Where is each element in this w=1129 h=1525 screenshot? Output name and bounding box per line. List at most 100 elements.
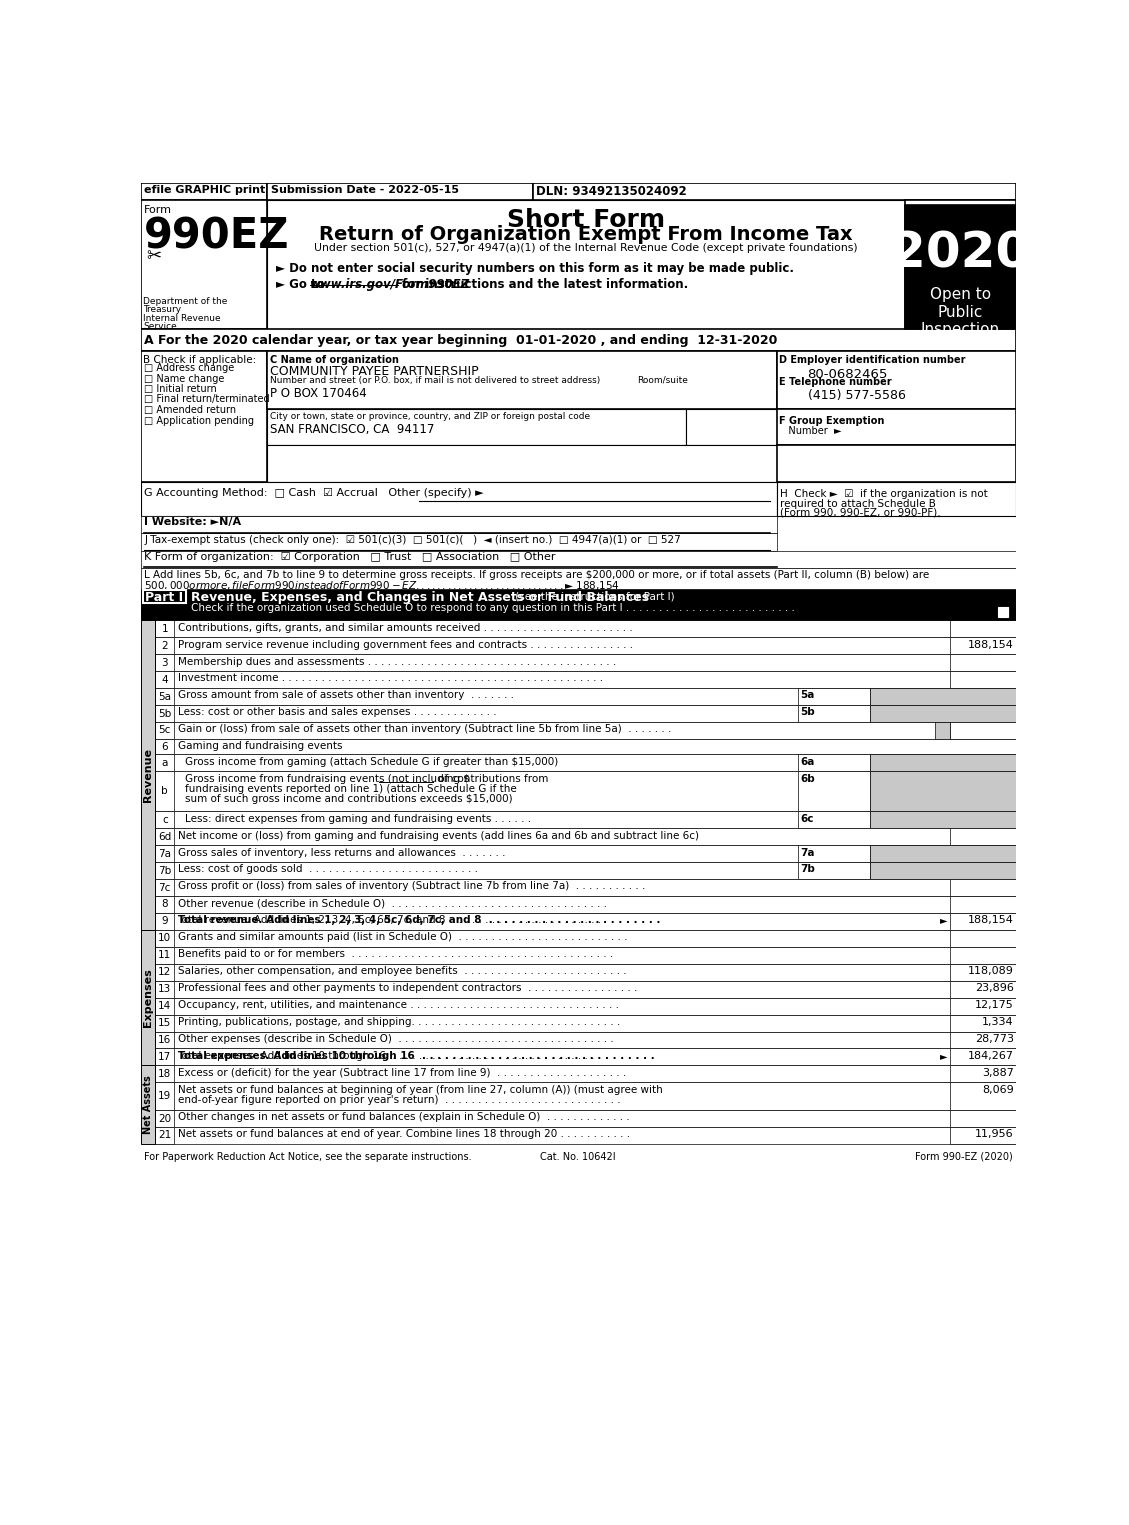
Bar (155, 1049, 175, 1066)
Text: City or town, state or province, country, and ZIP or foreign postal code: City or town, state or province, country… (270, 412, 589, 421)
Text: 20: 20 (158, 1113, 172, 1124)
Bar (998, 607, 1007, 616)
Text: 6c: 6c (800, 814, 814, 824)
Text: □ Address change: □ Address change (145, 363, 235, 374)
Bar (155, 828, 175, 845)
Text: □ Application pending: □ Application pending (145, 415, 254, 425)
Bar (155, 671, 1016, 688)
Bar (155, 862, 1016, 878)
Text: Net assets or fund balances at beginning of year (from line 27, column (A)) (mus: Net assets or fund balances at beginning… (177, 1084, 663, 1095)
Text: Under section 501(c), 527, or 4947(a)(1) of the Internal Revenue Code (except pr: Under section 501(c), 527, or 4947(a)(1)… (314, 242, 858, 253)
Bar (268, 351, 777, 409)
Bar (155, 981, 1016, 997)
Bar (141, 551, 1016, 567)
Text: Cat. No. 10642I: Cat. No. 10642I (541, 1151, 616, 1162)
Text: H  Check ►  ☑  if the organization is not: H Check ► ☑ if the organization is not (780, 488, 988, 499)
Bar (155, 740, 1016, 755)
Text: 8,069: 8,069 (982, 1084, 1014, 1095)
Bar (533, 183, 1016, 200)
Bar (155, 878, 175, 897)
Text: 188,154: 188,154 (968, 639, 1014, 650)
Bar (155, 913, 175, 930)
Text: Open to
Public
Inspection: Open to Public Inspection (921, 287, 1000, 337)
Bar (869, 772, 1016, 811)
Bar (155, 981, 175, 997)
Text: J Tax-exempt status (check only one):  ☑ 501(c)(3)  □ 501(c)(   )  ◄ (insert no.: J Tax-exempt status (check only one): ☑ … (145, 535, 681, 544)
Text: C Name of organization: C Name of organization (270, 355, 399, 364)
Bar (155, 811, 175, 828)
Bar (904, 200, 1016, 329)
Text: 18: 18 (158, 1069, 172, 1078)
Bar (798, 862, 869, 878)
Text: Number and street (or P.O. box, if mail is not delivered to street address): Number and street (or P.O. box, if mail … (270, 375, 599, 384)
Text: Short Form: Short Form (507, 209, 665, 232)
Text: D Employer identification number: D Employer identification number (779, 355, 965, 364)
Bar (155, 705, 175, 721)
Text: Treasury: Treasury (143, 305, 182, 314)
Bar (155, 755, 1016, 772)
Bar (951, 721, 1016, 740)
Bar (869, 845, 1016, 862)
Text: ►: ► (940, 915, 947, 926)
Text: Check if the organization used Schedule O to respond to any question in this Par: Check if the organization used Schedule … (191, 604, 795, 613)
Text: ► Do not enter social security numbers on this form as it may be made public.: ► Do not enter social security numbers o… (275, 262, 794, 276)
Bar (951, 621, 1016, 637)
Bar (155, 721, 1016, 740)
Bar (951, 964, 1016, 981)
Text: of contributions from: of contributions from (435, 773, 549, 784)
Bar (798, 705, 869, 721)
Text: Contributions, gifts, grants, and similar amounts received . . . . . . . . . . .: Contributions, gifts, grants, and simila… (177, 622, 632, 633)
Bar (268, 409, 686, 445)
Text: 188,154: 188,154 (968, 915, 1014, 926)
Text: Occupancy, rent, utilities, and maintenance . . . . . . . . . . . . . . . . . . : Occupancy, rent, utilities, and maintena… (177, 1000, 619, 1010)
Text: SAN FRANCISCO, CA  94117: SAN FRANCISCO, CA 94117 (270, 424, 435, 436)
Text: ✂: ✂ (146, 247, 161, 265)
Bar (155, 828, 1016, 845)
Bar (951, 997, 1016, 1014)
Bar (904, 204, 1016, 259)
Text: Professional fees and other payments to independent contractors  . . . . . . . .: Professional fees and other payments to … (177, 984, 637, 993)
Text: P O BOX 170464: P O BOX 170464 (270, 387, 367, 400)
Text: Gain or (loss) from sale of assets other than inventory (Subtract line 5b from l: Gain or (loss) from sale of assets other… (177, 724, 671, 735)
Text: K Form of organization:  ☑ Corporation   □ Trust   □ Association   □ Other: K Form of organization: ☑ Corporation □ … (145, 552, 555, 561)
Text: OMB No. 1545-1150: OMB No. 1545-1150 (907, 204, 1012, 215)
Bar (155, 947, 175, 964)
Bar (951, 1127, 1016, 1144)
Text: ►: ► (940, 1051, 947, 1061)
Text: 3,887: 3,887 (982, 1068, 1014, 1078)
Text: 21: 21 (158, 1130, 172, 1141)
Bar (141, 1066, 155, 1144)
Bar (141, 329, 1016, 351)
Bar (155, 964, 175, 981)
Bar (155, 1066, 1016, 1083)
Bar (798, 811, 869, 828)
Bar (142, 590, 186, 604)
Text: 16: 16 (158, 1035, 172, 1045)
Bar (904, 259, 1016, 329)
Text: 10: 10 (158, 933, 172, 944)
Text: 6a: 6a (800, 756, 815, 767)
Bar (155, 930, 1016, 947)
Bar (935, 721, 951, 740)
Text: 5c: 5c (158, 726, 170, 735)
Text: A For the 2020 calendar year, or tax year beginning  01-01-2020 , and ending  12: A For the 2020 calendar year, or tax yea… (145, 334, 778, 346)
Bar (155, 1014, 1016, 1031)
Text: for instructions and the latest information.: for instructions and the latest informat… (399, 278, 689, 291)
Bar (951, 1014, 1016, 1031)
Text: ☑: ☑ (999, 607, 1010, 621)
Bar (798, 688, 869, 705)
Bar (141, 621, 155, 930)
Text: 118,089: 118,089 (968, 967, 1014, 976)
Bar (869, 688, 1016, 705)
Text: 23,896: 23,896 (975, 984, 1014, 993)
Bar (155, 621, 1016, 637)
Bar (155, 811, 1016, 828)
Bar (155, 654, 1016, 671)
Bar (141, 590, 1016, 621)
Text: F Group Exemption: F Group Exemption (779, 415, 884, 425)
Bar (155, 671, 175, 688)
Text: Number  ►: Number ► (779, 425, 841, 436)
Text: Gross income from gaming (attach Schedule G if greater than $15,000): Gross income from gaming (attach Schedul… (185, 756, 559, 767)
Bar (155, 845, 175, 862)
Text: Excess or (deficit) for the year (Subtract line 17 from line 9)  . . . . . . . .: Excess or (deficit) for the year (Subtra… (177, 1068, 625, 1078)
